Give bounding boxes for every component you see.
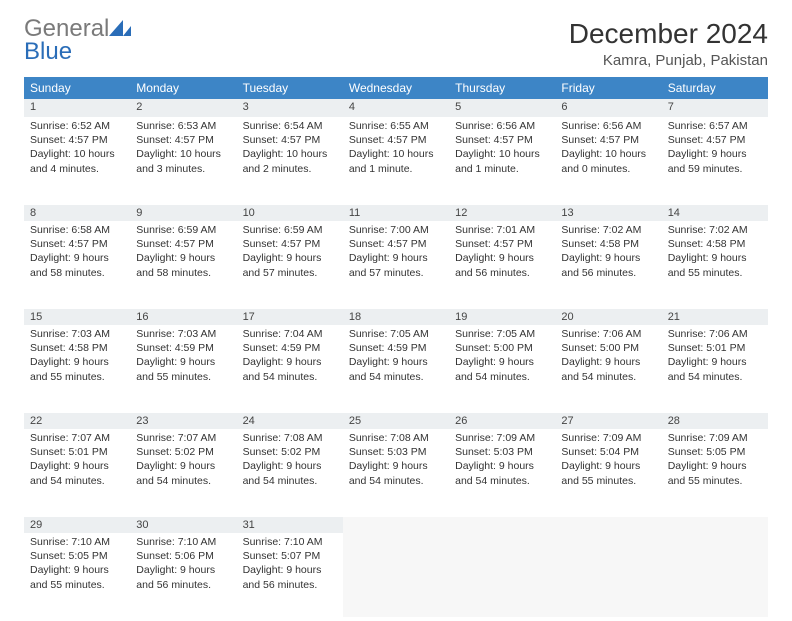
day-body-cell [449,533,555,619]
day-body-cell: Sunrise: 6:53 AMSunset: 4:57 PMDaylight:… [130,117,236,203]
weekday-header: Friday [555,77,661,99]
day-number-cell: 11 [343,203,449,221]
weekday-header: Saturday [662,77,768,99]
day-number-cell: 10 [237,203,343,221]
calendar-body: 1234567Sunrise: 6:52 AMSunset: 4:57 PMDa… [24,99,768,619]
daynum-row: 15161718192021 [24,307,768,325]
day-number-cell: 13 [555,203,661,221]
day-number-cell [555,515,661,533]
day-number-cell: 14 [662,203,768,221]
logo-word2: Blue [24,38,72,65]
day-body-cell: Sunrise: 6:57 AMSunset: 4:57 PMDaylight:… [662,117,768,203]
day-body-cell: Sunrise: 6:54 AMSunset: 4:57 PMDaylight:… [237,117,343,203]
day-body-cell: Sunrise: 6:59 AMSunset: 4:57 PMDaylight:… [130,221,236,307]
day-body-cell: Sunrise: 7:10 AMSunset: 5:06 PMDaylight:… [130,533,236,619]
daynum-row: 1234567 [24,99,768,117]
day-number-cell: 9 [130,203,236,221]
weekday-header-row: SundayMondayTuesdayWednesdayThursdayFrid… [24,77,768,99]
daybody-row: Sunrise: 6:52 AMSunset: 4:57 PMDaylight:… [24,117,768,203]
day-number-cell: 5 [449,99,555,117]
day-body-cell: Sunrise: 7:07 AMSunset: 5:01 PMDaylight:… [24,429,130,515]
day-number-cell: 7 [662,99,768,117]
weekday-header: Sunday [24,77,130,99]
day-body-cell: Sunrise: 7:02 AMSunset: 4:58 PMDaylight:… [662,221,768,307]
page-title: December 2024 [569,18,768,50]
day-body-cell: Sunrise: 6:56 AMSunset: 4:57 PMDaylight:… [449,117,555,203]
day-number-cell: 28 [662,411,768,429]
daynum-row: 293031 [24,515,768,533]
day-body-cell: Sunrise: 7:06 AMSunset: 5:00 PMDaylight:… [555,325,661,411]
day-body-cell [662,533,768,619]
day-number-cell: 19 [449,307,555,325]
daybody-row: Sunrise: 7:07 AMSunset: 5:01 PMDaylight:… [24,429,768,515]
day-number-cell: 30 [130,515,236,533]
day-body-cell: Sunrise: 7:02 AMSunset: 4:58 PMDaylight:… [555,221,661,307]
daynum-row: 891011121314 [24,203,768,221]
day-number-cell: 26 [449,411,555,429]
day-number-cell: 25 [343,411,449,429]
day-number-cell [449,515,555,533]
day-body-cell: Sunrise: 6:55 AMSunset: 4:57 PMDaylight:… [343,117,449,203]
day-number-cell: 24 [237,411,343,429]
daynum-row: 22232425262728 [24,411,768,429]
location-text: Kamra, Punjab, Pakistan [569,52,768,69]
day-number-cell [662,515,768,533]
day-body-cell: Sunrise: 7:03 AMSunset: 4:59 PMDaylight:… [130,325,236,411]
day-number-cell: 4 [343,99,449,117]
day-body-cell: Sunrise: 7:07 AMSunset: 5:02 PMDaylight:… [130,429,236,515]
day-body-cell: Sunrise: 7:09 AMSunset: 5:04 PMDaylight:… [555,429,661,515]
daybody-row: Sunrise: 7:03 AMSunset: 4:58 PMDaylight:… [24,325,768,411]
day-body-cell: Sunrise: 7:03 AMSunset: 4:58 PMDaylight:… [24,325,130,411]
day-body-cell: Sunrise: 7:09 AMSunset: 5:03 PMDaylight:… [449,429,555,515]
daybody-row: Sunrise: 7:10 AMSunset: 5:05 PMDaylight:… [24,533,768,619]
day-number-cell: 1 [24,99,130,117]
day-number-cell: 31 [237,515,343,533]
day-body-cell: Sunrise: 7:08 AMSunset: 5:03 PMDaylight:… [343,429,449,515]
title-block: December 2024 Kamra, Punjab, Pakistan [569,18,768,69]
day-body-cell: Sunrise: 7:10 AMSunset: 5:07 PMDaylight:… [237,533,343,619]
day-number-cell: 18 [343,307,449,325]
day-number-cell: 21 [662,307,768,325]
logo: General Blue [24,18,131,64]
logo-text: General Blue [24,18,131,64]
weekday-header: Tuesday [237,77,343,99]
day-number-cell: 8 [24,203,130,221]
day-number-cell: 15 [24,307,130,325]
day-number-cell: 27 [555,411,661,429]
day-body-cell: Sunrise: 7:05 AMSunset: 5:00 PMDaylight:… [449,325,555,411]
calendar-table: SundayMondayTuesdayWednesdayThursdayFrid… [24,77,768,621]
day-number-cell: 22 [24,411,130,429]
day-number-cell: 20 [555,307,661,325]
day-number-cell: 23 [130,411,236,429]
day-body-cell: Sunrise: 7:05 AMSunset: 4:59 PMDaylight:… [343,325,449,411]
day-number-cell: 2 [130,99,236,117]
day-body-cell: Sunrise: 6:52 AMSunset: 4:57 PMDaylight:… [24,117,130,203]
day-body-cell: Sunrise: 6:59 AMSunset: 4:57 PMDaylight:… [237,221,343,307]
day-number-cell [343,515,449,533]
day-number-cell: 17 [237,307,343,325]
day-body-cell: Sunrise: 7:06 AMSunset: 5:01 PMDaylight:… [662,325,768,411]
day-body-cell [555,533,661,619]
day-body-cell: Sunrise: 7:08 AMSunset: 5:02 PMDaylight:… [237,429,343,515]
weekday-header: Monday [130,77,236,99]
day-number-cell: 6 [555,99,661,117]
day-number-cell: 29 [24,515,130,533]
daybody-row: Sunrise: 6:58 AMSunset: 4:57 PMDaylight:… [24,221,768,307]
weekday-header: Wednesday [343,77,449,99]
day-body-cell: Sunrise: 7:04 AMSunset: 4:59 PMDaylight:… [237,325,343,411]
day-number-cell: 12 [449,203,555,221]
day-body-cell [343,533,449,619]
day-body-cell: Sunrise: 6:58 AMSunset: 4:57 PMDaylight:… [24,221,130,307]
day-body-cell: Sunrise: 6:56 AMSunset: 4:57 PMDaylight:… [555,117,661,203]
header: General Blue December 2024 Kamra, Punjab… [24,18,768,69]
day-number-cell: 16 [130,307,236,325]
day-number-cell: 3 [237,99,343,117]
day-body-cell: Sunrise: 7:10 AMSunset: 5:05 PMDaylight:… [24,533,130,619]
logo-shape-icon [109,20,131,36]
day-body-cell: Sunrise: 7:00 AMSunset: 4:57 PMDaylight:… [343,221,449,307]
day-body-cell: Sunrise: 7:01 AMSunset: 4:57 PMDaylight:… [449,221,555,307]
weekday-header: Thursday [449,77,555,99]
day-body-cell: Sunrise: 7:09 AMSunset: 5:05 PMDaylight:… [662,429,768,515]
